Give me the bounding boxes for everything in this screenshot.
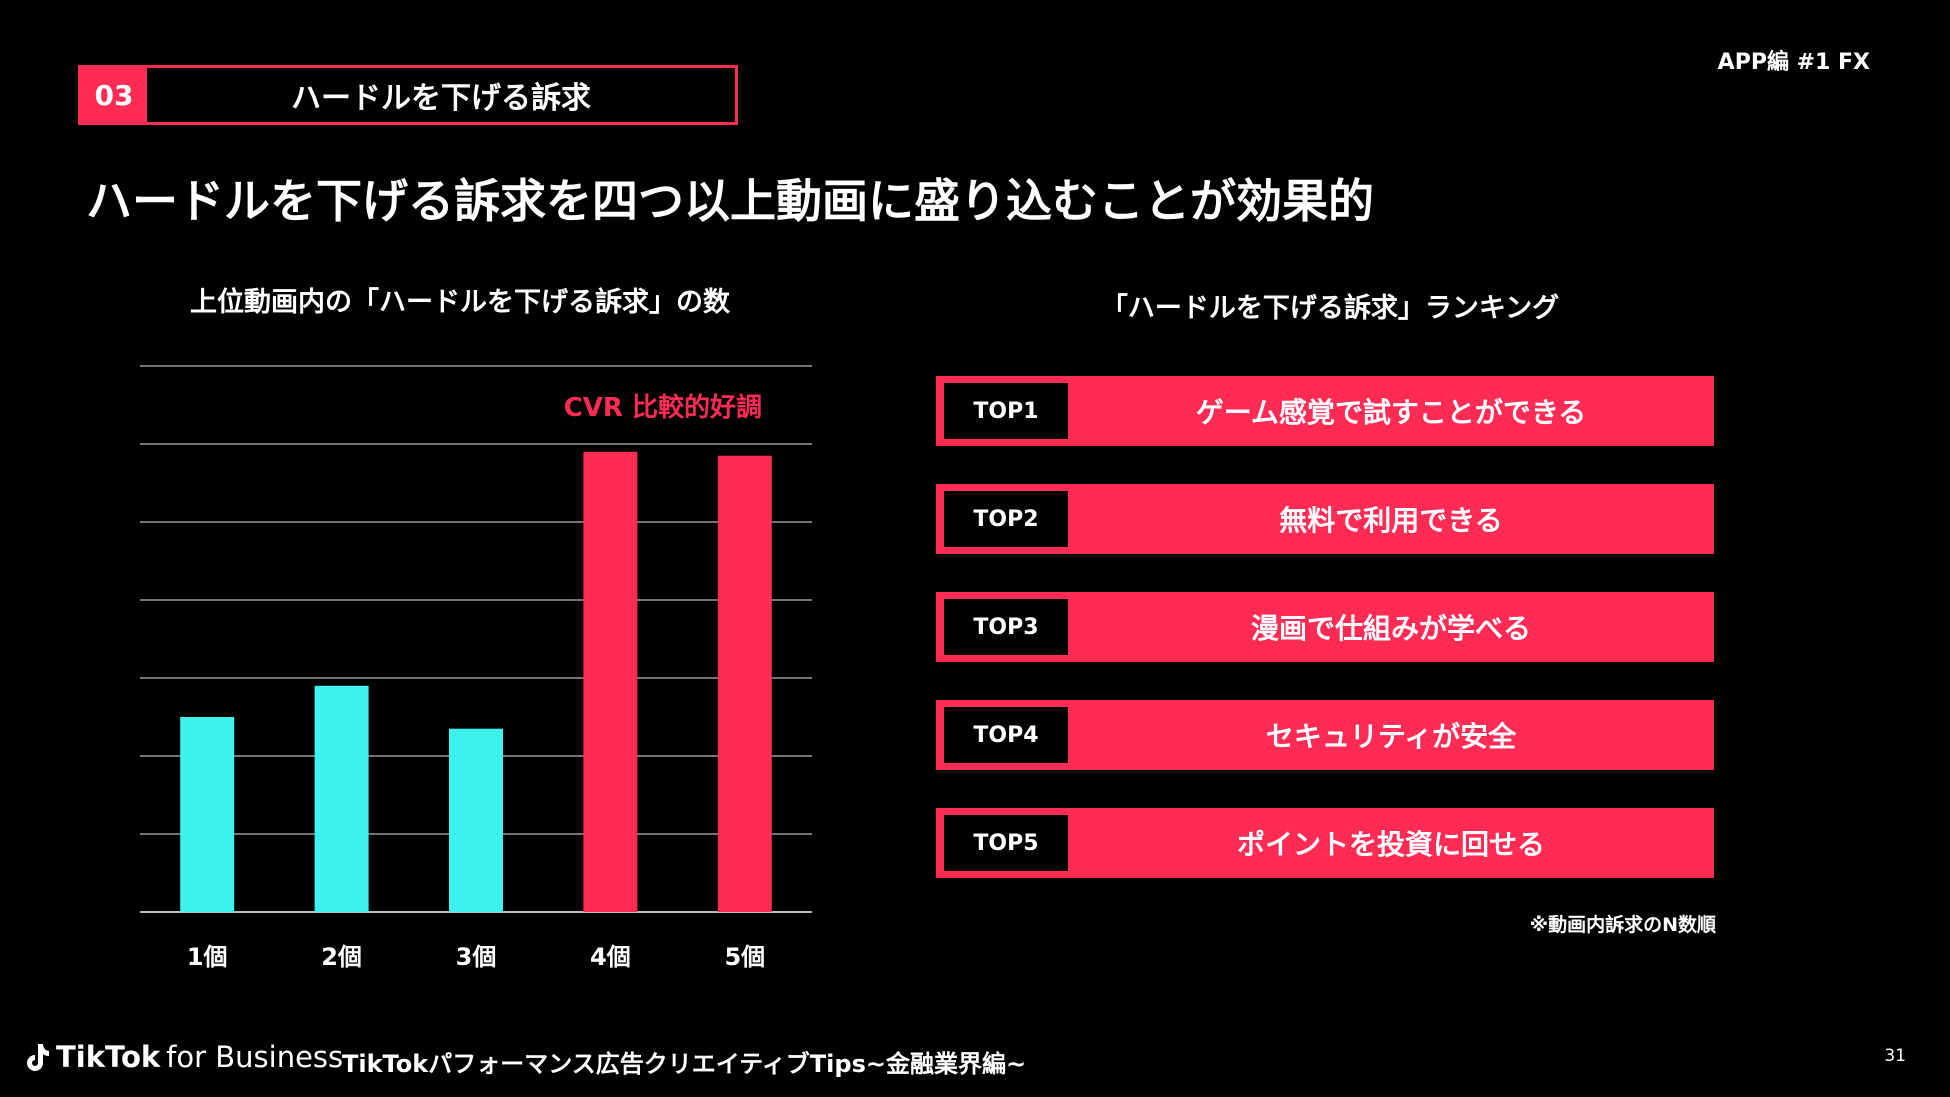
rank-text: セキュリティが安全 bbox=[1265, 720, 1517, 753]
section-number: 03 bbox=[81, 68, 147, 122]
ranking-note: ※動画内訴求のN数順 bbox=[1529, 914, 1716, 936]
page-number: 31 bbox=[1884, 1046, 1906, 1066]
x-tick-label: 4個 bbox=[590, 943, 631, 971]
footer-logo: TikTok for Business bbox=[24, 1040, 343, 1074]
ranking-row-3: TOP3 漫画で仕組みが学べる bbox=[936, 592, 1714, 662]
bar-5 bbox=[717, 455, 772, 912]
rank-text: 漫画で仕組みが学べる bbox=[1250, 612, 1531, 645]
rank-badge: TOP3 bbox=[944, 599, 1068, 655]
rank-text: ゲーム感覚で試すことができる bbox=[1195, 396, 1587, 429]
footer-subtitle: TikTokパフォーマンス広告クリエイティブTips~金融業界編~ bbox=[342, 1050, 1027, 1078]
x-tick-label: 2個 bbox=[321, 943, 362, 971]
corner-tag: APP編 #1 FX bbox=[1717, 50, 1870, 75]
bar-3 bbox=[449, 728, 503, 912]
section-title: ハードルを下げる訴求 bbox=[291, 81, 591, 116]
ranking-row-1: TOP1 ゲーム感覚で試すことができる bbox=[936, 376, 1714, 446]
rank-text: 無料で利用できる bbox=[1279, 504, 1503, 537]
bar-4 bbox=[583, 451, 638, 912]
x-tick-label: 1個 bbox=[187, 943, 228, 971]
footer-brand-suffix: for Business bbox=[166, 1040, 344, 1074]
rank-badge: TOP5 bbox=[944, 815, 1068, 871]
ranking-row-5: TOP5 ポイントを投資に回せる bbox=[936, 808, 1714, 878]
ranking-row-2: TOP2 無料で利用できる bbox=[936, 484, 1714, 554]
rank-badge: TOP2 bbox=[944, 491, 1068, 547]
page-headline: ハードルを下げる訴求を四つ以上動画に盛り込むことが効果的 bbox=[86, 174, 1374, 228]
x-tick-label: 5個 bbox=[724, 943, 765, 971]
x-tick-label: 3個 bbox=[456, 943, 497, 971]
ranking-row-4: TOP4 セキュリティが安全 bbox=[936, 700, 1714, 770]
rank-badge: TOP1 bbox=[944, 383, 1068, 439]
bar-1 bbox=[180, 717, 235, 912]
ranking-title: 「ハードルを下げる訴求」ランキング bbox=[1100, 293, 1560, 324]
tiktok-note-icon bbox=[27, 1044, 49, 1071]
rank-text: ポイントを投資に回せる bbox=[1236, 828, 1545, 861]
chart-title: 上位動画内の「ハードルを下げる訴求」の数 bbox=[190, 287, 730, 318]
section-header: 03 ハードルを下げる訴求 bbox=[78, 65, 738, 125]
footer-brand: TikTok bbox=[56, 1040, 161, 1074]
ranking-list: TOP1 ゲーム感覚で試すことができる TOP2 無料で利用できる TOP3 漫… bbox=[936, 376, 1714, 916]
rank-badge: TOP4 bbox=[944, 707, 1068, 763]
chart-annotation: CVR 比較的好調 bbox=[564, 392, 762, 423]
bar-2 bbox=[314, 685, 369, 912]
